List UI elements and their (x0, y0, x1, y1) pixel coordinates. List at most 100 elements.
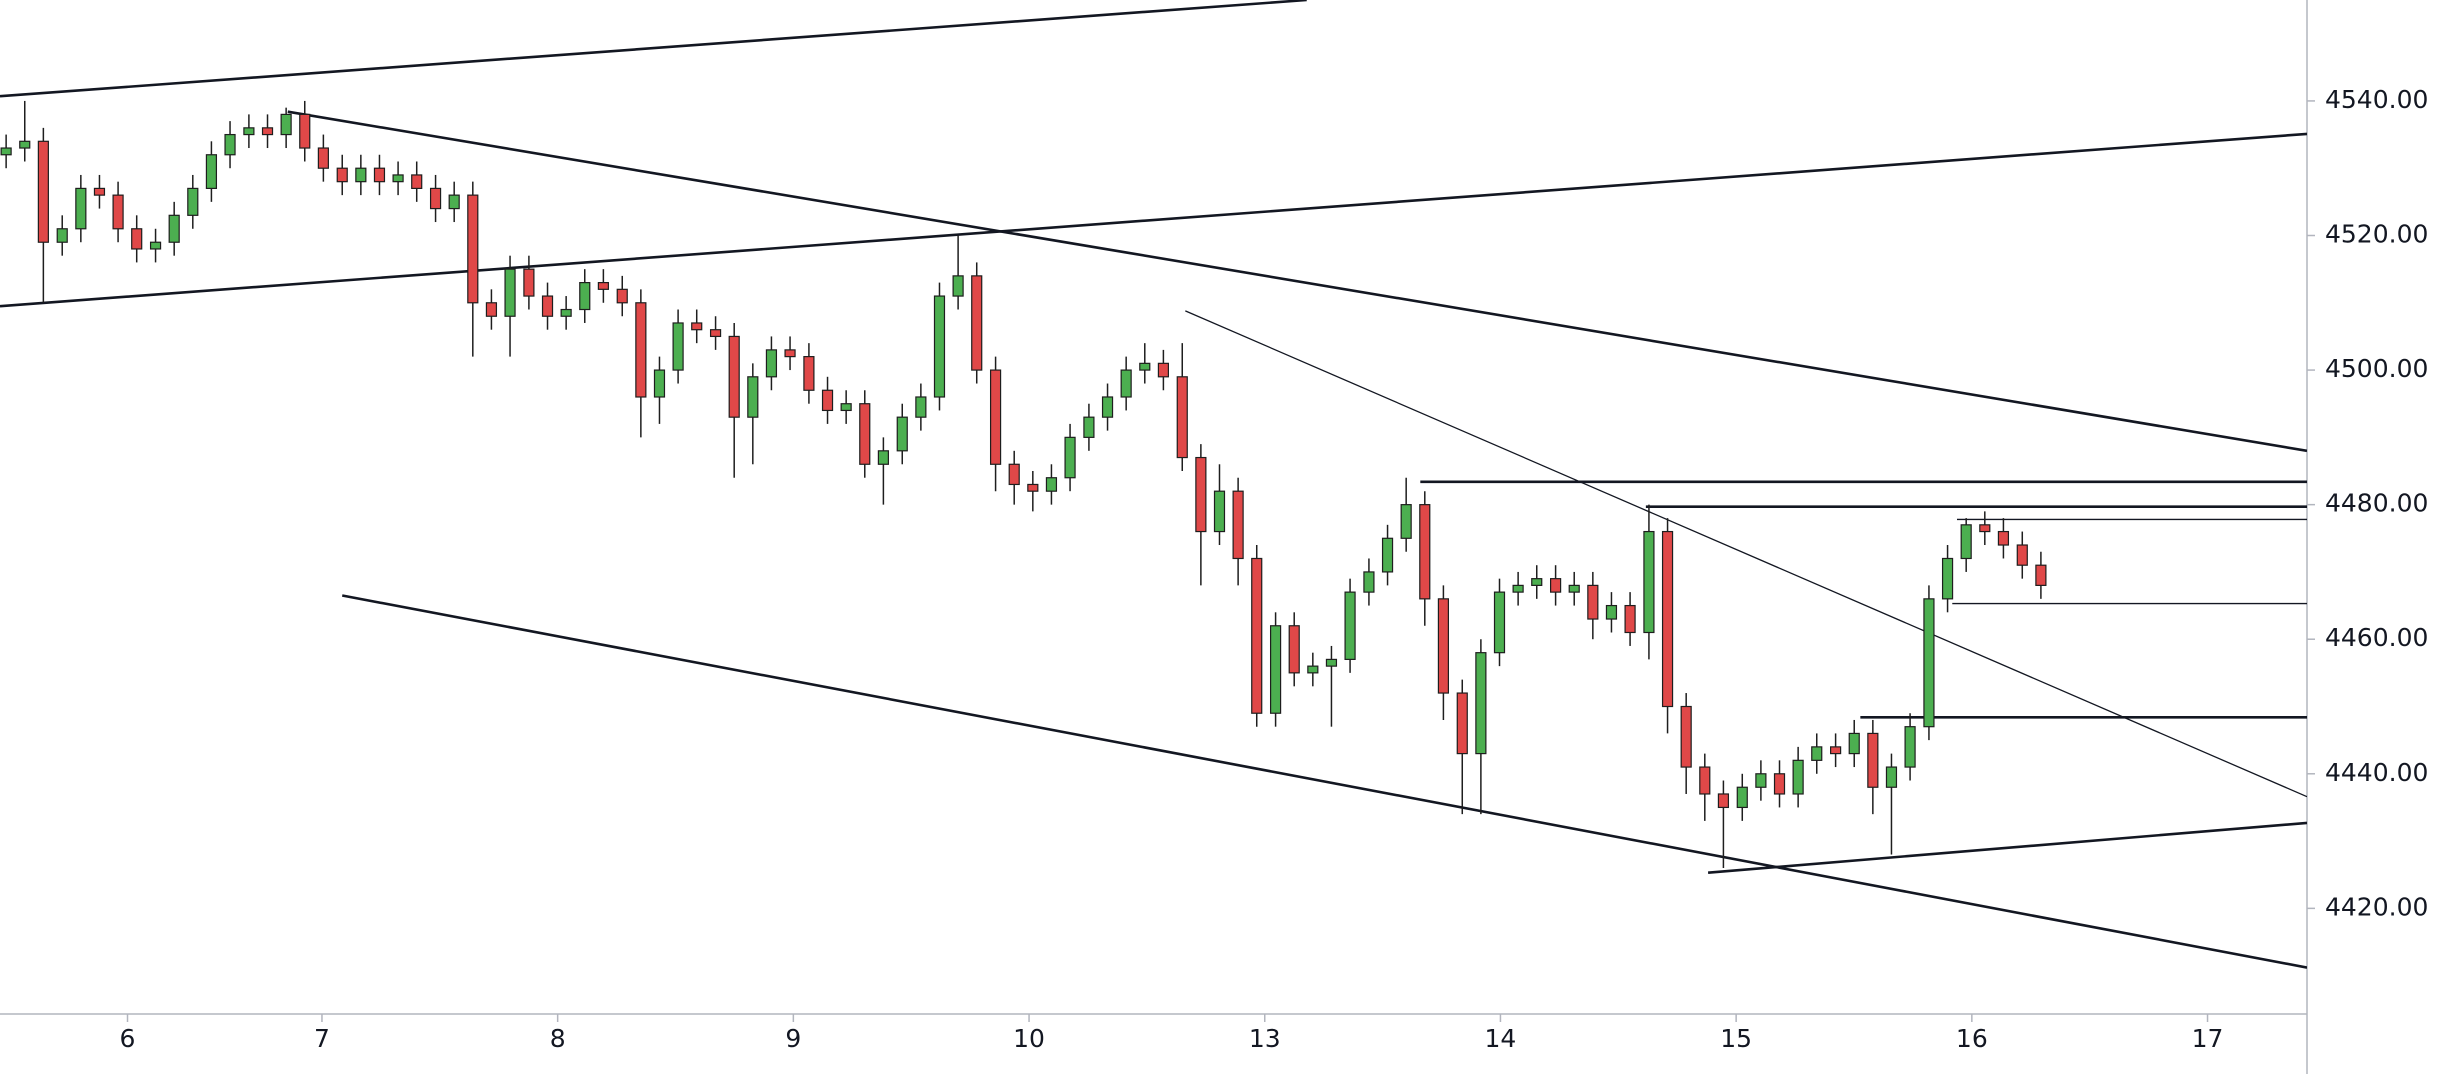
candle-body (1867, 732, 1879, 788)
y-tick-label: 4540.00 (2325, 85, 2428, 114)
candle-body (317, 147, 329, 169)
candle-body (1811, 746, 1823, 761)
candle-body (261, 127, 274, 136)
candle-body (672, 322, 684, 371)
candle-body (56, 228, 68, 243)
candle-body (1661, 530, 1674, 708)
candle-body (1437, 598, 1450, 694)
candle-body (1456, 692, 1468, 755)
candle-body (1773, 773, 1786, 795)
candle-body (1605, 604, 1618, 620)
candle-body (579, 282, 591, 311)
candle-body (1251, 557, 1263, 714)
trend-line (0, 0, 1307, 98)
candle-body (1083, 416, 1095, 438)
candle-body (19, 140, 31, 149)
y-tick-label: 4420.00 (2325, 892, 2428, 921)
candle-body (1736, 786, 1748, 809)
candle-body (971, 275, 983, 371)
candle-body (784, 349, 796, 358)
candle-body (1344, 591, 1356, 661)
candle-body (523, 268, 535, 297)
candle-body (1195, 456, 1207, 533)
candle-body (112, 194, 124, 230)
candle-body (803, 356, 815, 391)
candle-body (411, 174, 423, 190)
candle-body (37, 140, 49, 243)
candle-body (1269, 625, 1282, 714)
y-tick-label: 4440.00 (2325, 758, 2428, 787)
candle-body (1176, 376, 1188, 459)
trend-line (287, 110, 2307, 453)
y-tick-label: 4500.00 (2325, 354, 2428, 383)
candle-body (336, 167, 348, 183)
candle-body (952, 275, 964, 297)
candle-body (597, 282, 609, 290)
candle-body (1830, 746, 1842, 755)
candle-body (653, 369, 666, 398)
candle-body (280, 113, 292, 136)
candle-body (1139, 362, 1151, 371)
candle-body (1475, 652, 1487, 755)
candle-body (149, 241, 162, 250)
candle-body (859, 403, 871, 465)
x-tick-label: 6 (120, 1024, 136, 1053)
candle-body (467, 194, 479, 304)
candle-body (2016, 544, 2028, 566)
candle-body (541, 295, 554, 317)
candle-body (635, 302, 647, 398)
candle-body (1363, 571, 1375, 593)
candle-body (1493, 591, 1506, 654)
candle-body (504, 268, 516, 317)
candle-body (1288, 625, 1300, 674)
candle-body (877, 450, 889, 465)
candle-body (1717, 793, 1730, 809)
candle-body (1008, 463, 1020, 486)
candle-body (93, 187, 106, 196)
candle-body (187, 187, 199, 216)
candle-body (205, 154, 218, 190)
candle-body (915, 396, 927, 418)
candle-body (1941, 557, 1954, 600)
candle-body (1120, 369, 1132, 398)
candle-body (1419, 504, 1431, 600)
candle-body (1923, 598, 1935, 728)
candle-body (1568, 584, 1580, 593)
candle-body (299, 113, 311, 149)
candle-body (1792, 759, 1804, 795)
candle-body (1531, 578, 1543, 586)
candle-body (747, 376, 759, 418)
y-tick-label: 4480.00 (2325, 489, 2428, 518)
candle-body (1960, 524, 1972, 560)
candle-body (1624, 604, 1636, 634)
candle-body (933, 295, 946, 398)
candle-body (709, 329, 722, 338)
candle-body (1997, 530, 2010, 546)
candle-body (765, 349, 778, 378)
trend-line (1707, 821, 2307, 874)
candle-body (1512, 584, 1524, 593)
candle-body (1325, 658, 1338, 667)
candle-body (485, 302, 498, 317)
candle-body (355, 167, 367, 183)
x-tick-label: 10 (1013, 1024, 1045, 1053)
candle-body (75, 187, 87, 230)
candle-body (373, 167, 386, 183)
candle-body (1680, 705, 1692, 768)
x-tick-label: 14 (1485, 1024, 1517, 1053)
candle-body (1643, 530, 1655, 634)
candle-body (989, 369, 1002, 465)
candle-body (616, 288, 628, 304)
candle-body (1101, 396, 1114, 418)
candle-body (0, 147, 12, 156)
candle-body (168, 214, 180, 243)
candle-body (1755, 773, 1767, 788)
candle-body (1587, 584, 1599, 620)
candle-body (1064, 436, 1076, 479)
trend-line (341, 594, 2307, 969)
candle-body (1381, 537, 1394, 573)
candle-body (1979, 524, 1991, 533)
trend-line (0, 132, 2307, 308)
